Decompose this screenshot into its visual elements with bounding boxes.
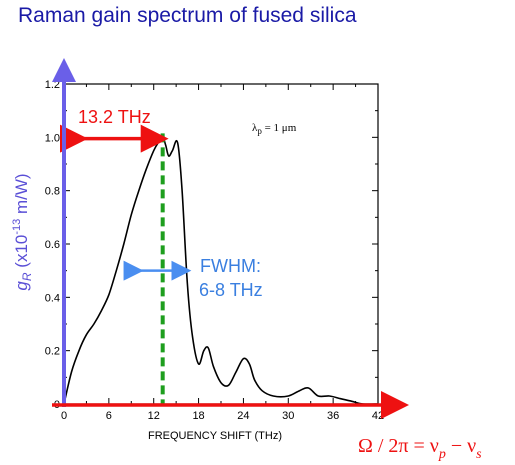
chart-title: Raman gain spectrum of fused silica: [18, 4, 357, 27]
plot-frame: [63, 83, 379, 405]
x-tick-label: 6: [106, 410, 112, 422]
frequency-formula: Ω / 2π = νp − νs: [358, 435, 482, 462]
raman-gain-curve: [63, 136, 379, 405]
x-tick-label: 12: [148, 410, 160, 422]
fwhm-label-line1: FWHM:: [200, 256, 261, 276]
x-tick-label: 24: [237, 410, 249, 422]
x-tick-label: 42: [372, 410, 384, 422]
y-tick-label: 0.4: [45, 292, 60, 304]
y-tick-label: 0.2: [45, 346, 60, 358]
x-tick-label: 30: [282, 410, 294, 422]
y-tick-label: 0.6: [45, 239, 60, 251]
x-tick-label: 18: [192, 410, 204, 422]
y-tick-label: 1.0: [45, 132, 60, 144]
y-tick-label: 1.2: [45, 79, 60, 91]
peak-shift-label: 13.2 THz: [78, 107, 151, 127]
fwhm-label-line2: 6-8 THz: [199, 280, 263, 300]
y-axis-label: gR (x10-13 m/W): [11, 173, 34, 290]
x-axis-label: FREQUENCY SHIFT (THz): [148, 430, 282, 442]
x-tick-label: 0: [61, 410, 67, 422]
y-tick-label: 0.8: [45, 186, 60, 198]
lambda-annotation: λp = 1 μm: [252, 122, 297, 136]
x-tick-label: 36: [327, 410, 339, 422]
